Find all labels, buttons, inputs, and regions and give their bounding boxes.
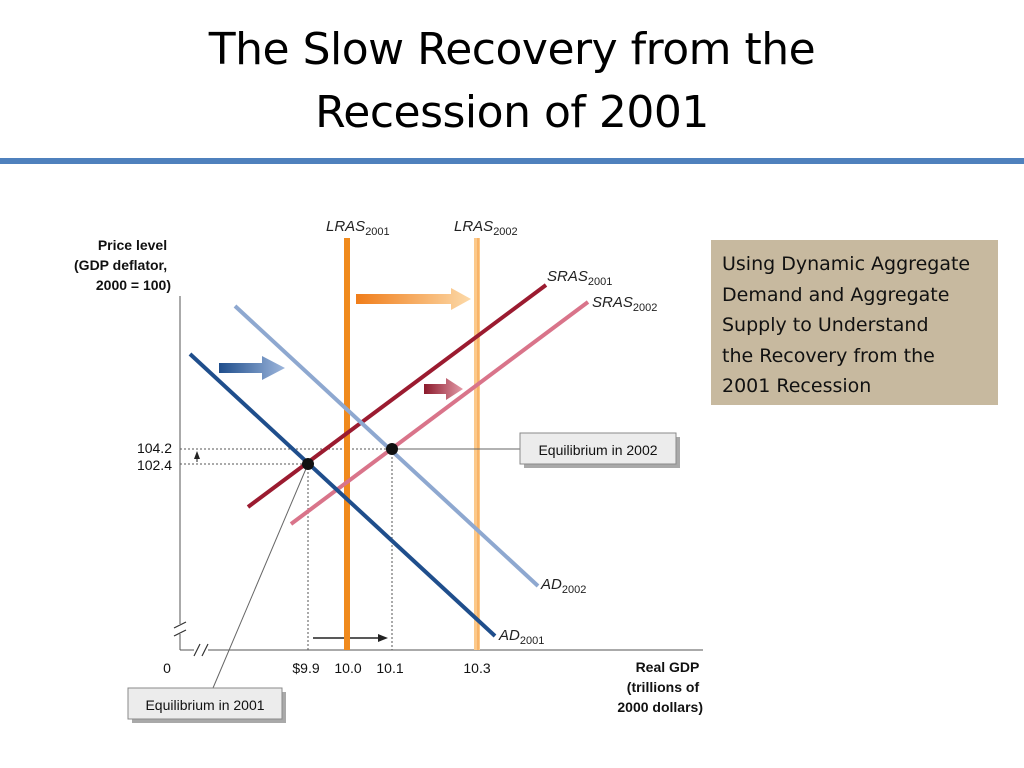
price-rise-arrowhead [194, 451, 200, 459]
axis-break-y [173, 621, 187, 637]
equilibrium-2001-point [302, 458, 314, 470]
gdp-growth-arrowhead [378, 634, 388, 642]
y-tick-label-102-4: 102.4 [137, 457, 172, 473]
x-tick-label-10-0: 10.0 [334, 660, 361, 676]
equilibrium-2002-label: Equilibrium in 2002 [538, 442, 657, 458]
ad-shift-arrow [219, 356, 285, 380]
sras2002-line [289, 300, 590, 526]
note-line-1: Using Dynamic Aggregate [722, 253, 971, 275]
y-tick-label-104-2: 104.2 [137, 440, 172, 456]
equilibrium-2002-callout [519, 432, 677, 465]
origin-label: 0 [163, 660, 171, 676]
note-line-2: Demand and Aggregate [722, 283, 950, 306]
equilibrium-2002-point [386, 443, 398, 455]
x-axis-title-line-1: Real GDP [636, 659, 700, 675]
equilibrium-2001-callout [127, 687, 283, 720]
x-axis-title-line-2: (trillions of [627, 679, 700, 695]
x-tick-label-9-9: $9.9 [292, 660, 319, 676]
note-line-5: 2001 Recession [722, 375, 872, 397]
note-line-3: Supply to Understand [722, 314, 929, 336]
axis-break-x [193, 643, 209, 657]
lras2002-label: LRAS2002 [454, 218, 518, 238]
lras-shift-arrow [356, 288, 471, 310]
equilibrium-2001-leader [212, 463, 309, 689]
ad2002-label: AD2002 [540, 576, 586, 596]
explanation-note: Using Dynamic Aggregate Demand and Aggre… [711, 240, 998, 405]
y-axis-title-line-1: Price level [98, 237, 167, 253]
ad2001-line [188, 352, 497, 638]
x-axis-title-line-3: 2000 dollars) [617, 699, 703, 715]
y-axis-title: Price level (GDP deflator, 2000 = 100) [74, 237, 171, 293]
y-axis-title-line-3: 2000 = 100) [96, 277, 171, 293]
x-tick-label-10-3: 10.3 [463, 660, 490, 676]
slide-title: The Slow Recovery from the Recession of … [0, 18, 1024, 144]
x-tick-label-10-1: 10.1 [376, 660, 403, 676]
equilibrium-2001-label: Equilibrium in 2001 [145, 697, 264, 713]
y-axis-title-line-2: (GDP deflator, [74, 257, 167, 273]
title-divider [0, 158, 1024, 164]
ad2002-line [233, 304, 540, 588]
ad2001-label: AD2001 [498, 627, 544, 647]
x-axis-title: Real GDP (trillions of 2000 dollars) [617, 659, 703, 715]
sras2001-label: SRAS2001 [547, 268, 612, 288]
note-line-4: the Recovery from the [722, 344, 935, 367]
slide-title-line-1: The Slow Recovery from the [208, 24, 816, 75]
sras2001-line [246, 283, 548, 509]
sras2002-label: SRAS2002 [592, 294, 657, 314]
slide-title-line-2: Recession of 2001 [315, 87, 709, 138]
sras-shift-arrow [424, 378, 463, 400]
lras2001-label: LRAS2001 [326, 218, 390, 238]
